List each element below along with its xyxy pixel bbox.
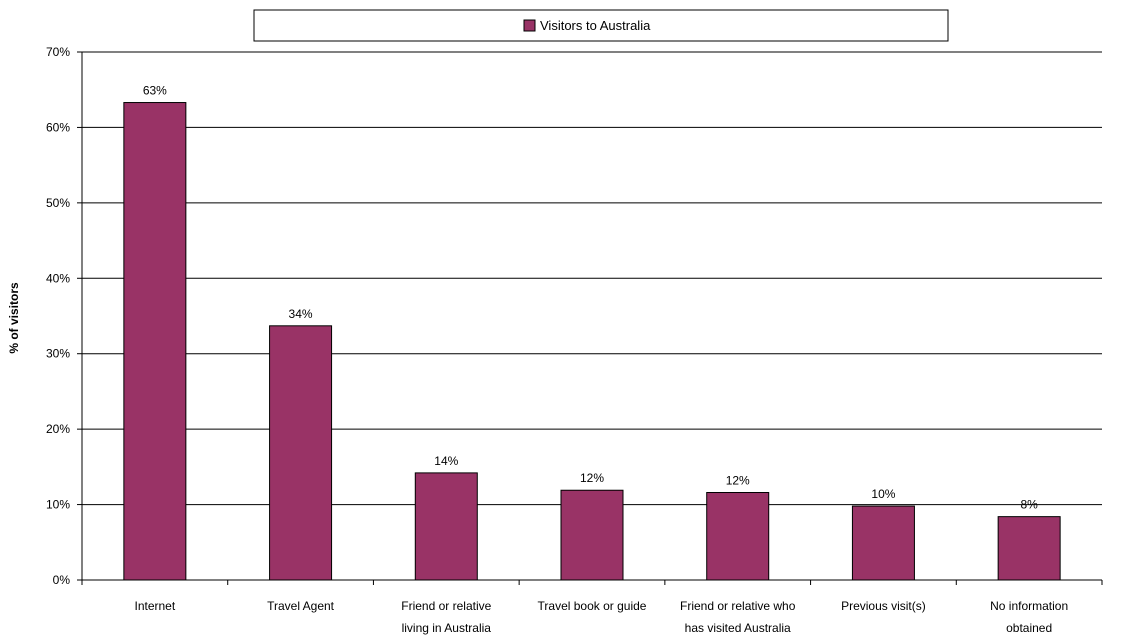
value-label: 12% — [580, 471, 604, 485]
y-tick-label: 50% — [46, 196, 70, 210]
legend-box — [253, 9, 949, 42]
y-tick-label: 60% — [46, 120, 70, 134]
x-tick-label: obtained — [1006, 621, 1052, 635]
bar — [997, 516, 1061, 581]
value-label: 10% — [871, 487, 895, 501]
bar — [123, 102, 187, 581]
value-label: 8% — [1020, 498, 1038, 512]
y-tick-label: 30% — [46, 347, 70, 361]
bar — [414, 472, 478, 581]
x-tick-label: Internet — [135, 599, 176, 613]
x-tick-label: has visited Australia — [685, 621, 791, 635]
x-tick-labels: Internet Travel Agent Friend or relative li… — [135, 599, 1069, 635]
x-tick-label: No information — [990, 599, 1068, 613]
value-label: 14% — [434, 454, 458, 468]
y-tick-label: 70% — [46, 45, 70, 59]
bar — [706, 492, 770, 581]
x-tick-label: living in Australia — [402, 621, 492, 635]
x-tick-label: Travel book or guide — [538, 599, 647, 613]
x-tick-label: Previous visit(s) — [841, 599, 926, 613]
value-label: 12% — [726, 474, 750, 488]
value-label: 34% — [289, 307, 313, 321]
axes — [77, 51, 1103, 585]
legend: Visitors to Australia — [253, 9, 949, 42]
y-tick-label: 0% — [53, 573, 71, 587]
legend-label: Visitors to Australia — [540, 18, 651, 33]
bar — [269, 325, 333, 581]
legend-swatch — [523, 19, 536, 32]
x-tick-label: Friend or relative — [401, 599, 491, 613]
x-tick-label: Travel Agent — [267, 599, 335, 613]
y-tick-label: 10% — [46, 498, 70, 512]
x-tick-label: Friend or relative who — [680, 599, 796, 613]
value-label: 63% — [143, 84, 167, 98]
bar — [560, 489, 624, 581]
gridlines — [82, 51, 1102, 506]
y-tick-label: 20% — [46, 422, 70, 436]
value-labels: 63% 34% 14% 12% 12% 10% 8% — [143, 84, 1038, 512]
bar — [851, 505, 915, 581]
y-tick-label: 40% — [46, 271, 70, 285]
y-axis-label: % of visitors — [7, 282, 21, 354]
bars — [123, 102, 1061, 581]
y-tick-labels: 0% 10% 20% 30% 40% 50% 60% 70% — [46, 45, 70, 587]
